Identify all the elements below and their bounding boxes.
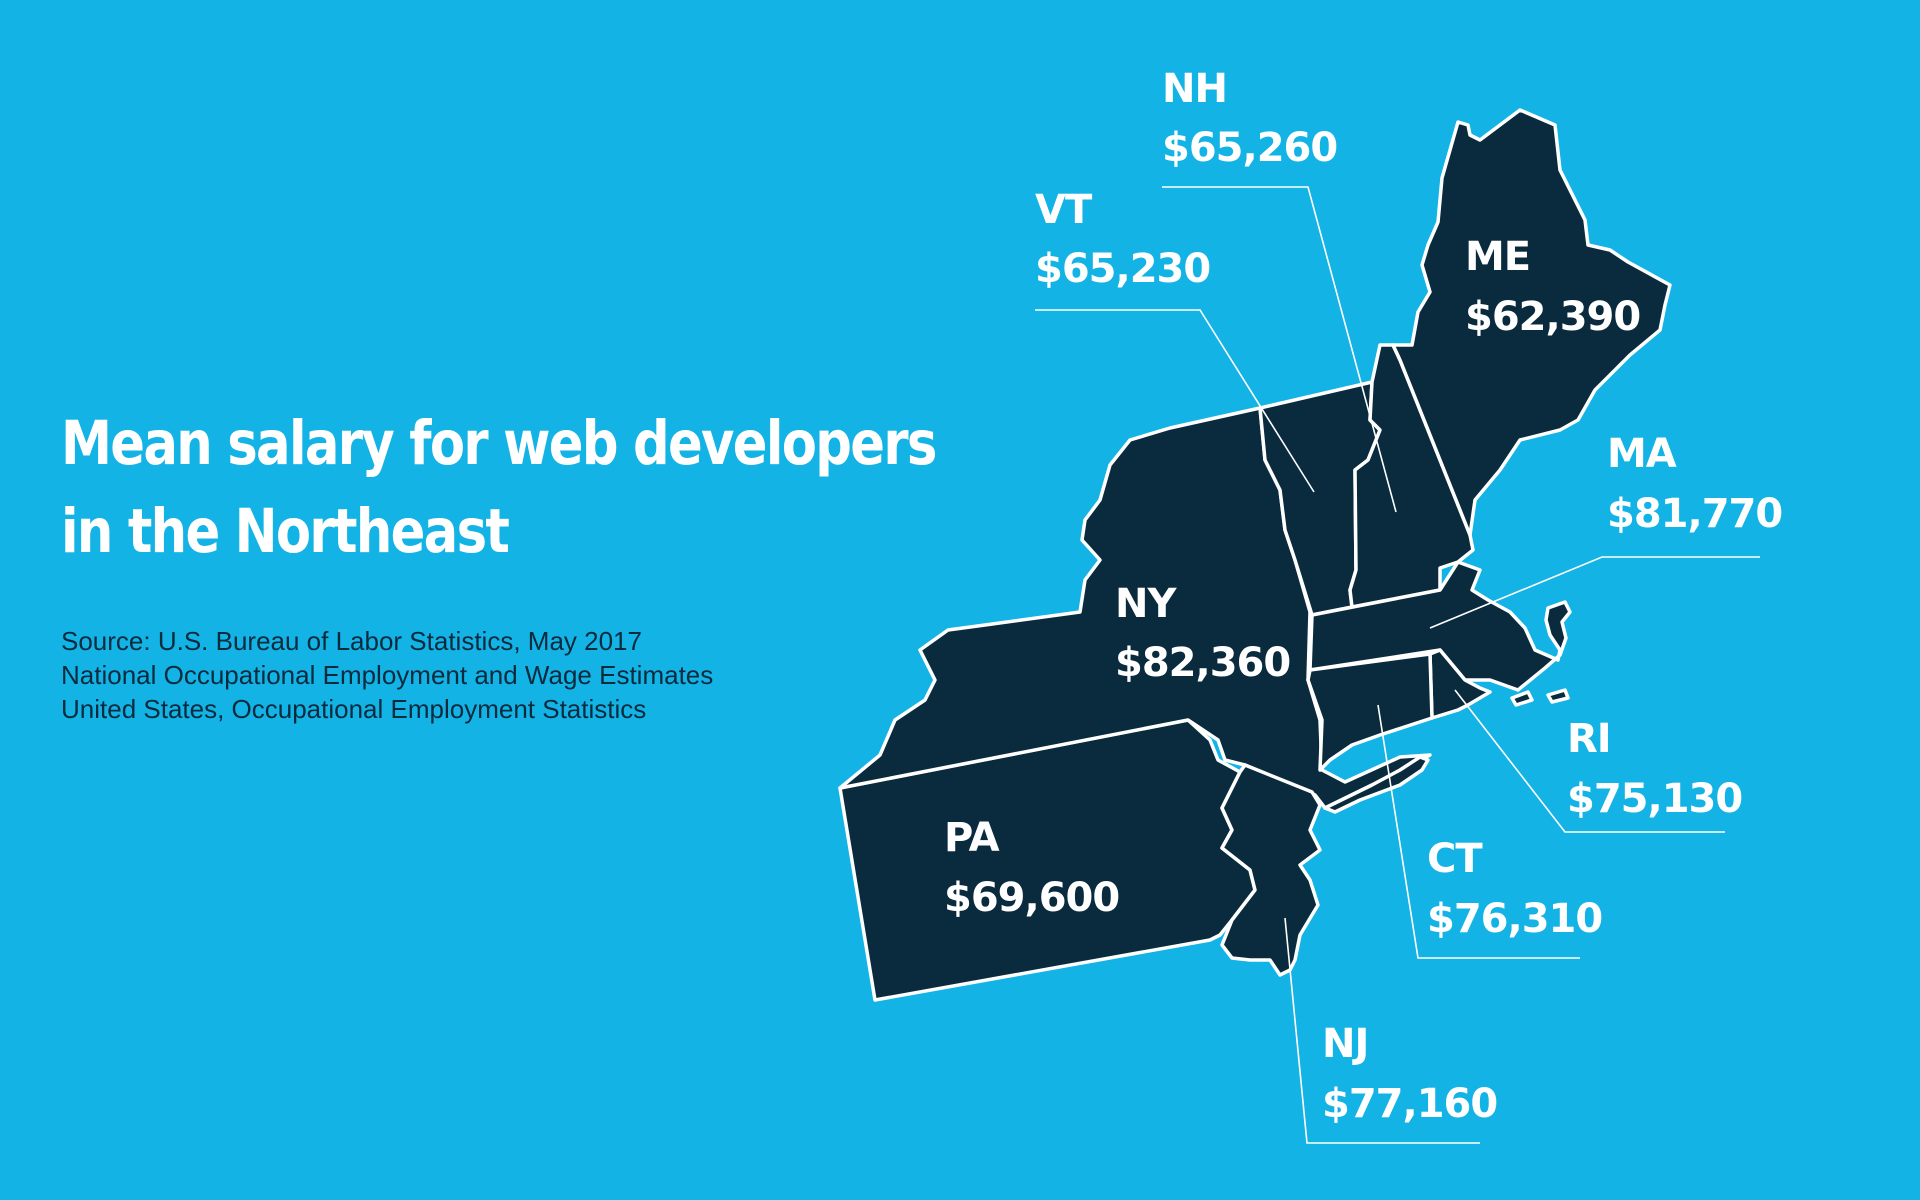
source-line-3: United States, Occupational Employment S… — [61, 694, 647, 724]
marthas-vineyard-island — [1510, 690, 1534, 707]
label-ma-abbr: MA — [1607, 431, 1677, 477]
label-me-salary: $62,390 — [1465, 294, 1640, 340]
leader-line-ma — [1429, 556, 1760, 629]
source-line-1: Source: U.S. Bureau of Labor Statistics,… — [61, 626, 642, 656]
state-ct — [1306, 652, 1434, 772]
label-nj-salary: $77,160 — [1322, 1081, 1497, 1127]
label-nh-abbr: NH — [1162, 66, 1227, 112]
label-vt-salary: $65,230 — [1035, 246, 1210, 292]
leader-line-ri — [1454, 689, 1725, 833]
label-nh-salary: $65,260 — [1162, 125, 1337, 171]
label-ma-salary: $81,770 — [1607, 491, 1782, 537]
label-ny-abbr: NY — [1115, 581, 1177, 627]
nantucket-island — [1546, 688, 1570, 704]
state-ri — [1428, 648, 1492, 720]
label-ny-salary: $82,360 — [1115, 640, 1290, 686]
label-pa-abbr: PA — [944, 815, 1000, 861]
title-line-2: in the Northeast — [61, 495, 510, 567]
label-me-abbr: ME — [1465, 234, 1530, 280]
label-ct-salary: $76,310 — [1427, 896, 1602, 942]
state-ma — [1308, 560, 1572, 692]
state-me — [1391, 108, 1672, 537]
label-pa-salary: $69,600 — [944, 875, 1119, 921]
source-note: Source: U.S. Bureau of Labor Statistics,… — [61, 624, 713, 726]
state-nj — [1220, 763, 1322, 977]
label-ri-salary: $75,130 — [1567, 776, 1742, 822]
label-ct-abbr: CT — [1427, 836, 1483, 882]
leader-line-nj — [1284, 917, 1480, 1144]
long-island — [1323, 755, 1430, 814]
title-line-1: Mean salary for web developers — [61, 408, 937, 479]
leader-line-nh — [1162, 186, 1397, 513]
page-title: Mean salary for web developers in the No… — [61, 400, 937, 576]
label-vt-abbr: VT — [1035, 187, 1093, 233]
source-line-2: National Occupational Employment and Wag… — [61, 660, 714, 690]
label-ri-abbr: RI — [1567, 716, 1611, 762]
label-nj-abbr: NJ — [1322, 1021, 1368, 1067]
leader-line-ct — [1377, 704, 1580, 959]
leader-line-vt — [1035, 309, 1315, 493]
